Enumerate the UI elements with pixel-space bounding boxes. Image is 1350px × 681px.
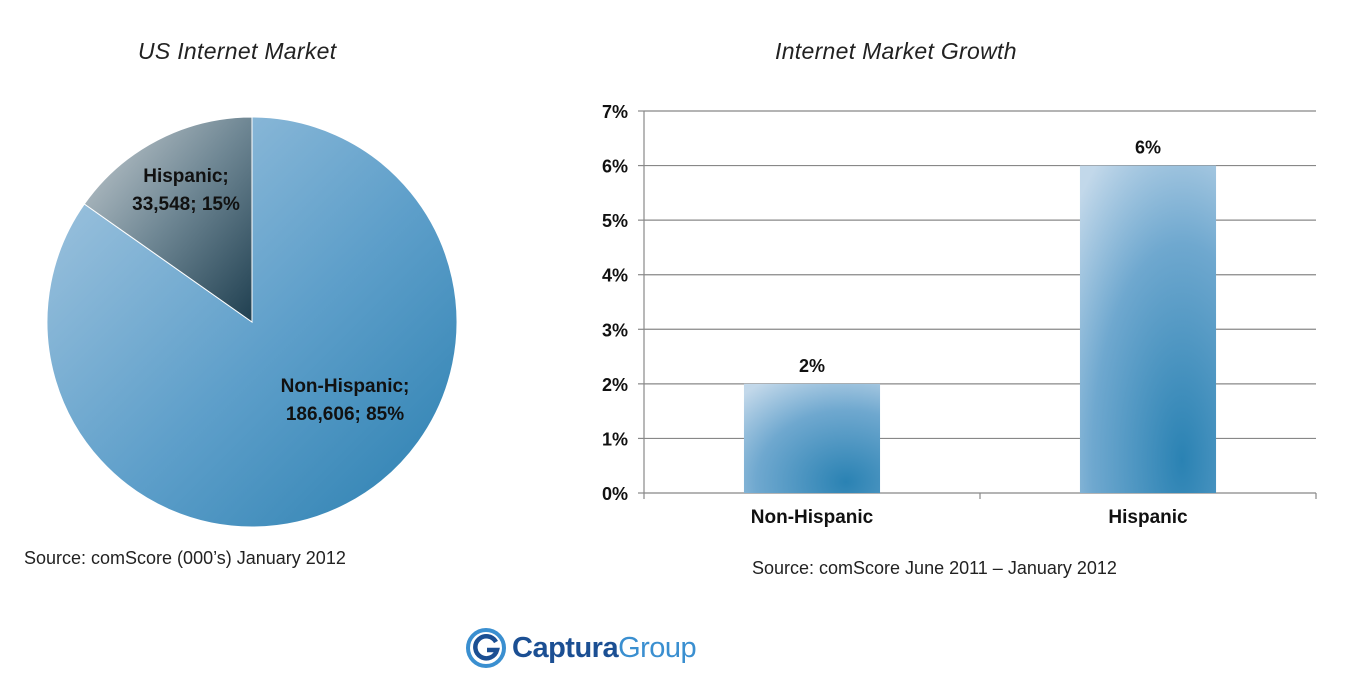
captura-group-logo: Captura Group	[466, 626, 697, 670]
y-tick-label: 7%	[602, 102, 628, 122]
pie-label-name: Hispanic;	[143, 166, 229, 187]
y-tick-label: 5%	[602, 211, 628, 231]
pie-label-value: 33,548; 15%	[132, 194, 240, 215]
x-category-label: Hispanic	[1108, 507, 1188, 528]
pie-label-value: 186,606; 85%	[286, 404, 404, 425]
bar-non-hispanic	[743, 383, 881, 493]
bar-chart-source: Source: comScore June 2011 – January 201…	[752, 558, 1117, 578]
x-category-label: Non-Hispanic	[751, 507, 874, 528]
pie-label-name: Non-Hispanic;	[281, 376, 410, 397]
logo-brand-text: Captura	[512, 631, 619, 664]
pie-chart-title: US Internet Market	[138, 38, 337, 64]
bar-hispanic	[1079, 165, 1217, 494]
logo-brand-suffix: Group	[618, 631, 697, 664]
bar-chart-title: Internet Market Growth	[775, 38, 1017, 64]
y-tick-label: 6%	[602, 157, 628, 177]
bar-data-label: 2%	[799, 356, 825, 376]
y-tick-label: 3%	[602, 320, 628, 340]
bar-data-label: 6%	[1135, 138, 1161, 158]
pie-slice-hispanic	[83, 116, 253, 323]
captura-logo-icon	[466, 628, 506, 668]
y-tick-label: 1%	[602, 429, 628, 449]
y-tick-label: 0%	[602, 484, 628, 504]
pie-chart-source: Source: comScore (000’s) January 2012	[24, 548, 346, 568]
y-tick-label: 4%	[602, 266, 628, 286]
y-tick-label: 2%	[602, 375, 628, 395]
